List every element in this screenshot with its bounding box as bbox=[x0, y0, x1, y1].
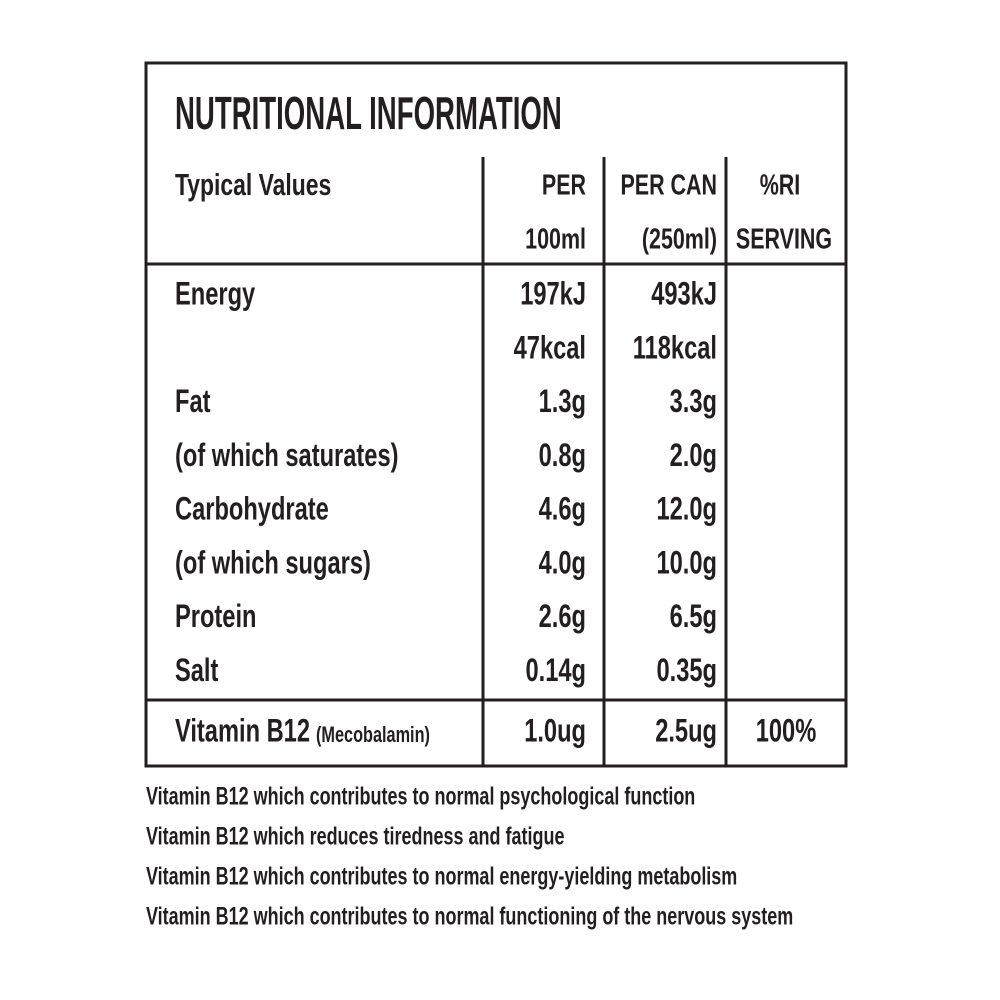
claim: Vitamin B12 which contributes to normal … bbox=[146, 902, 793, 931]
claim: Vitamin B12 which contributes to normal … bbox=[146, 782, 695, 811]
header: PER bbox=[542, 170, 586, 202]
nutrient: (of which sugars) bbox=[175, 545, 371, 580]
value: 100% bbox=[756, 713, 817, 748]
nutrient: Salt bbox=[175, 653, 219, 688]
header: SERVING bbox=[736, 224, 832, 256]
value: 6.5g bbox=[670, 599, 717, 634]
value: 4.6g bbox=[539, 491, 586, 526]
value: 10.0g bbox=[656, 545, 717, 580]
value: 47kcal bbox=[514, 330, 586, 365]
value: 2.5ug bbox=[655, 713, 717, 748]
header: (250ml) bbox=[642, 224, 717, 256]
value: 0.14g bbox=[525, 653, 586, 688]
value: 118kcal bbox=[633, 330, 717, 365]
header: %RI bbox=[760, 170, 801, 202]
value: 493kJ bbox=[651, 276, 717, 311]
value: 4.0g bbox=[539, 545, 586, 580]
header: Typical Values bbox=[175, 167, 331, 202]
vitamin-note: (Mecobalamin) bbox=[316, 722, 430, 747]
nutrient: Energy bbox=[175, 276, 256, 311]
value: 2.6g bbox=[539, 599, 586, 634]
claim: Vitamin B12 which reduces tiredness and … bbox=[146, 822, 564, 851]
nutrient: Fat bbox=[175, 384, 211, 419]
nutrient: Carbohydrate bbox=[175, 491, 329, 526]
nutrient: (of which saturates) bbox=[175, 437, 398, 472]
header: PER CAN bbox=[620, 170, 717, 202]
nutrient: Protein bbox=[175, 599, 257, 634]
value: 1.0ug bbox=[524, 713, 586, 748]
value: 12.0g bbox=[656, 491, 717, 526]
value: 2.0g bbox=[670, 437, 717, 472]
value: 0.35g bbox=[656, 653, 717, 688]
value: 3.3g bbox=[670, 384, 717, 419]
value: 1.3g bbox=[539, 384, 586, 419]
vitamin-name: Vitamin B12 bbox=[175, 713, 310, 748]
table-border bbox=[144, 61, 848, 768]
title: NUTRITIONAL INFORMATION bbox=[175, 89, 562, 140]
value: 0.8g bbox=[539, 437, 586, 472]
value: 197kJ bbox=[520, 276, 586, 311]
header: 100ml bbox=[525, 224, 586, 256]
claim: Vitamin B12 which contributes to normal … bbox=[146, 862, 737, 891]
